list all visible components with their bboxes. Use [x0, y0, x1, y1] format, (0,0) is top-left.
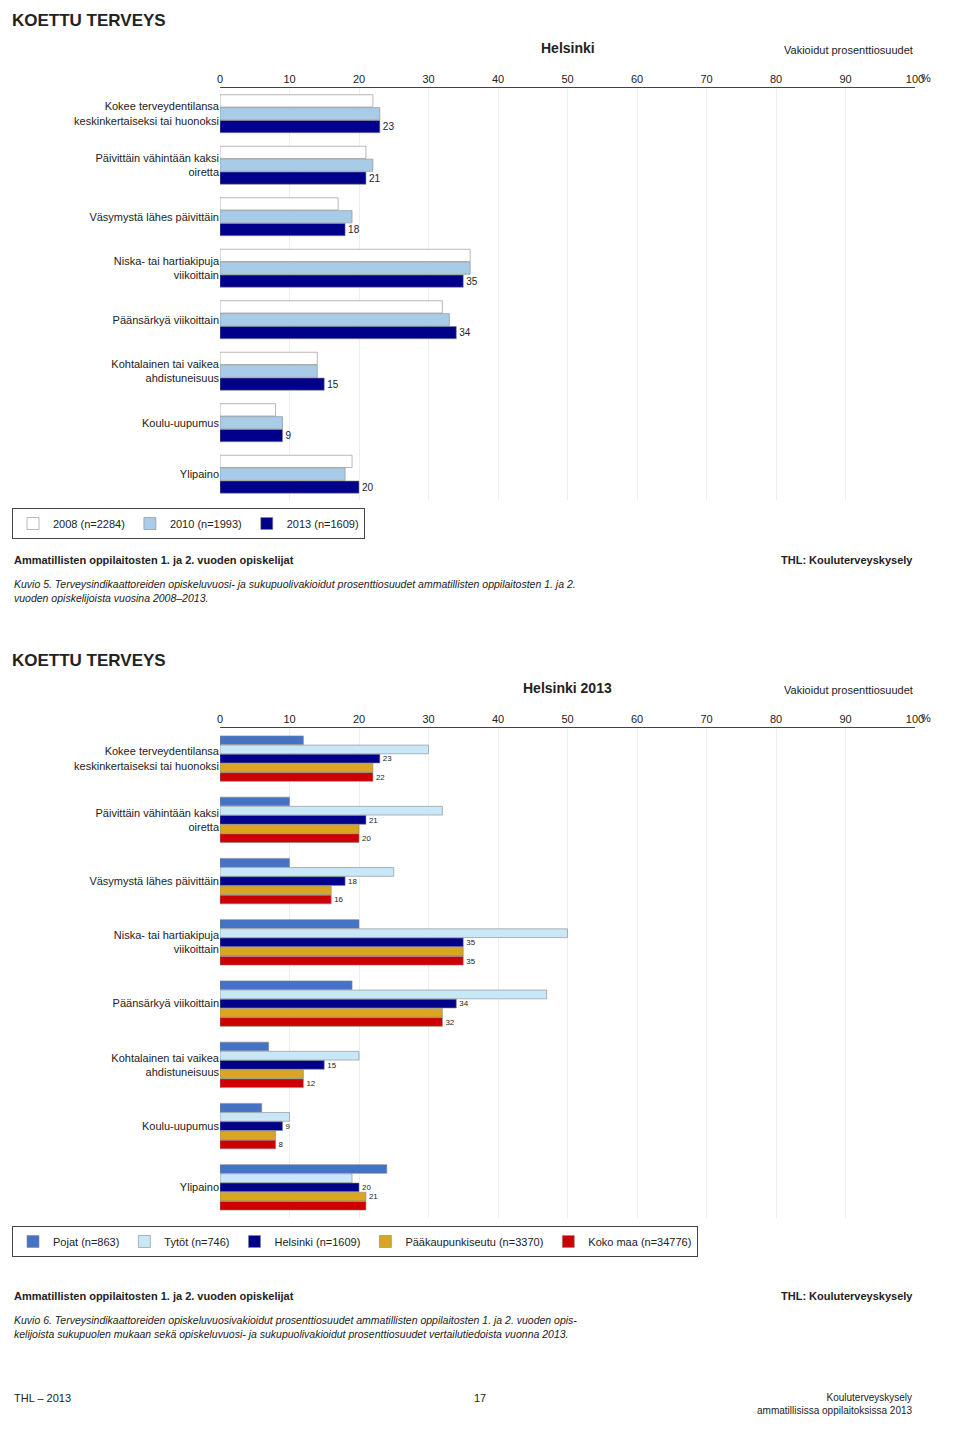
- svg-text:THL: Kouluterveyskysely: THL: Kouluterveyskysely: [781, 1290, 913, 1302]
- svg-text:0: 0: [217, 73, 223, 85]
- svg-text:Kuvio 5. Terveysindikaattoreid: Kuvio 5. Terveysindikaattoreiden opiskel…: [14, 578, 576, 604]
- svg-text:60: 60: [631, 73, 643, 85]
- svg-text:40: 40: [492, 73, 504, 85]
- svg-text:KOETTU TERVEYS: KOETTU TERVEYS: [12, 11, 166, 30]
- svg-text:10: 10: [283, 73, 295, 85]
- svg-text:Päänsärkyä viikoittain: Päänsärkyä viikoittain: [113, 314, 219, 326]
- svg-text:Väsymystä lähes päivittäin: Väsymystä lähes päivittäin: [89, 875, 219, 887]
- svg-text:100: 100: [906, 713, 924, 725]
- svg-text:Koko maa (n=34776): Koko maa (n=34776): [588, 1236, 691, 1248]
- svg-text:Päivittäin vähintään kaksioire: Päivittäin vähintään kaksioiretta: [95, 807, 219, 833]
- svg-text:Päivittäin vähintään kaksioire: Päivittäin vähintään kaksioiretta: [95, 152, 219, 178]
- svg-text:23: 23: [383, 121, 395, 132]
- svg-text:THL – 2013: THL – 2013: [14, 1392, 71, 1404]
- svg-text:50: 50: [561, 73, 573, 85]
- svg-text:34: 34: [459, 327, 471, 338]
- svg-text:%: %: [921, 712, 931, 724]
- svg-text:10: 10: [283, 713, 295, 725]
- svg-text:Koulu-uupumus: Koulu-uupumus: [142, 1120, 220, 1132]
- svg-text:35: 35: [466, 957, 475, 966]
- svg-text:50: 50: [561, 713, 573, 725]
- svg-text:20: 20: [353, 713, 365, 725]
- svg-text:Ammatillisten oppilaitosten 1.: Ammatillisten oppilaitosten 1. ja 2. vuo…: [14, 1290, 294, 1302]
- svg-text:70: 70: [700, 713, 712, 725]
- svg-text:35: 35: [466, 938, 475, 947]
- svg-text:Kokee terveydentilansakeskinke: Kokee terveydentilansakeskinkertaiseksi …: [74, 100, 220, 126]
- svg-text:Pojat (n=863): Pojat (n=863): [53, 1236, 119, 1248]
- svg-text:9: 9: [286, 1122, 291, 1131]
- svg-text:Päänsärkyä viikoittain: Päänsärkyä viikoittain: [113, 997, 219, 1009]
- svg-text:0: 0: [217, 713, 223, 725]
- svg-text:20: 20: [353, 73, 365, 85]
- svg-text:Kokee terveydentilansakeskinke: Kokee terveydentilansakeskinkertaiseksi …: [74, 745, 220, 771]
- svg-text:80: 80: [770, 73, 782, 85]
- svg-text:100: 100: [906, 73, 924, 85]
- svg-text:Pääkaupunkiseutu (n=3370): Pääkaupunkiseutu (n=3370): [405, 1236, 543, 1248]
- svg-text:20: 20: [362, 1183, 371, 1192]
- svg-text:17: 17: [474, 1392, 486, 1404]
- svg-text:THL: Kouluterveyskysely: THL: Kouluterveyskysely: [781, 554, 913, 566]
- svg-text:Tytöt (n=746): Tytöt (n=746): [164, 1236, 229, 1248]
- svg-text:2008 (n=2284): 2008 (n=2284): [53, 518, 125, 530]
- svg-text:Vakioidut prosenttiosuudet: Vakioidut prosenttiosuudet: [784, 44, 913, 56]
- svg-text:20: 20: [362, 834, 371, 843]
- svg-text:21: 21: [369, 816, 378, 825]
- svg-text:Kohtalainen tai vaikeaahdistun: Kohtalainen tai vaikeaahdistuneisuus: [111, 1052, 220, 1078]
- svg-text:Helsinki: Helsinki: [541, 40, 595, 56]
- svg-text:80: 80: [770, 713, 782, 725]
- svg-text:18: 18: [348, 224, 360, 235]
- svg-text:2013 (n=1609): 2013 (n=1609): [287, 518, 359, 530]
- svg-text:Ammatillisten oppilaitosten 1.: Ammatillisten oppilaitosten 1. ja 2. vuo…: [14, 554, 294, 566]
- svg-text:Niska- tai hartiakipujaviikoit: Niska- tai hartiakipujaviikoittain: [114, 255, 220, 281]
- svg-text:Helsinki (n=1609): Helsinki (n=1609): [274, 1236, 360, 1248]
- svg-text:30: 30: [422, 713, 434, 725]
- svg-text:9: 9: [286, 430, 292, 441]
- svg-text:Kuvio 6. Terveysindikaattoreid: Kuvio 6. Terveysindikaattoreiden opiskel…: [14, 1314, 577, 1340]
- svg-text:30: 30: [422, 73, 434, 85]
- svg-text:23: 23: [383, 754, 392, 763]
- svg-text:12: 12: [306, 1079, 315, 1088]
- svg-text:%: %: [921, 72, 931, 84]
- svg-text:KOETTU TERVEYS: KOETTU TERVEYS: [12, 651, 166, 670]
- svg-text:Väsymystä lähes päivittäin: Väsymystä lähes päivittäin: [89, 211, 219, 223]
- svg-text:20: 20: [362, 482, 374, 493]
- svg-text:40: 40: [492, 713, 504, 725]
- svg-text:2010 (n=1993): 2010 (n=1993): [170, 518, 242, 530]
- svg-text:90: 90: [839, 73, 851, 85]
- svg-text:32: 32: [445, 1018, 454, 1027]
- svg-text:90: 90: [839, 713, 851, 725]
- svg-text:15: 15: [327, 1061, 336, 1070]
- svg-text:34: 34: [459, 999, 468, 1008]
- svg-text:Helsinki 2013: Helsinki 2013: [523, 680, 612, 696]
- svg-text:18: 18: [348, 877, 357, 886]
- svg-text:70: 70: [700, 73, 712, 85]
- svg-text:8: 8: [279, 1140, 284, 1149]
- svg-text:Ylipaino: Ylipaino: [180, 468, 219, 480]
- svg-text:Kohtalainen tai vaikeaahdistun: Kohtalainen tai vaikeaahdistuneisuus: [111, 358, 220, 384]
- svg-text:Vakioidut prosenttiosuudet: Vakioidut prosenttiosuudet: [784, 684, 913, 696]
- svg-text:Niska- tai hartiakipujaviikoit: Niska- tai hartiakipujaviikoittain: [114, 929, 220, 955]
- svg-text:16: 16: [334, 895, 343, 904]
- svg-text:21: 21: [369, 173, 381, 184]
- svg-text:15: 15: [327, 379, 339, 390]
- svg-text:35: 35: [466, 276, 478, 287]
- svg-text:Ylipaino: Ylipaino: [180, 1181, 219, 1193]
- svg-text:60: 60: [631, 713, 643, 725]
- svg-text:Kouluterveyskyselyammatillisis: Kouluterveyskyselyammatillisissa oppilai…: [757, 1392, 913, 1416]
- svg-text:21: 21: [369, 1192, 378, 1201]
- svg-text:Koulu-uupumus: Koulu-uupumus: [142, 417, 220, 429]
- svg-text:22: 22: [376, 773, 385, 782]
